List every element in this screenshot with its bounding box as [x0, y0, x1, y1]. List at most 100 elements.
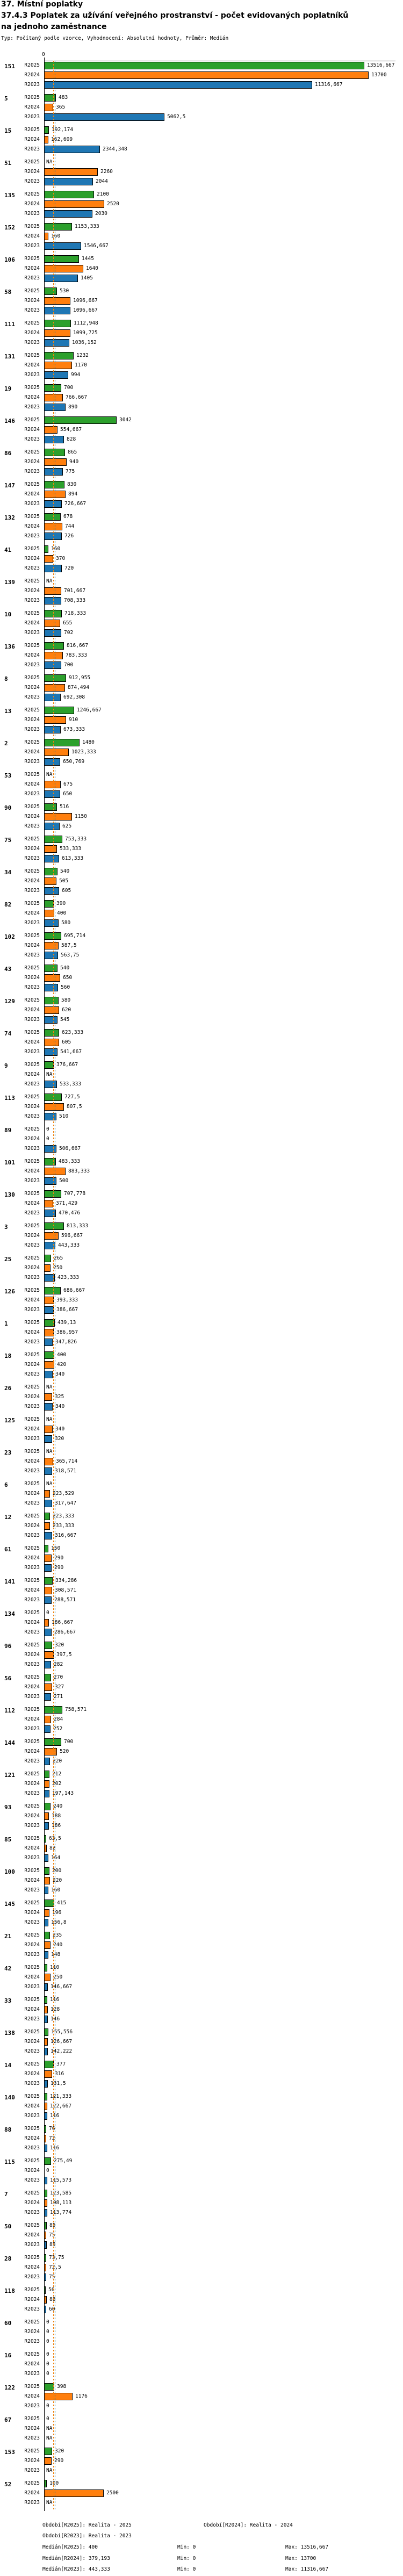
bar-value-label: 397,5	[56, 1652, 72, 1658]
row-label-r2024: R2024	[24, 556, 40, 562]
bar-r2023	[44, 1564, 52, 1572]
row-label-r2025: R2025	[24, 707, 40, 713]
row-label-r2023: R2023	[24, 2177, 40, 2183]
bar-r2025	[44, 2254, 46, 2262]
zero-tick-label: 0	[42, 52, 45, 57]
bar-value-label: 707,778	[64, 1191, 86, 1197]
bar-value-label: 142,222	[51, 2048, 73, 2054]
row-label-r2023: R2023	[24, 533, 40, 539]
bar-r2024	[44, 71, 369, 79]
row-label-r2025: R2025	[24, 2351, 40, 2357]
row-label-r2024: R2024	[24, 1426, 40, 1432]
bar-value-label: 758,571	[65, 1707, 87, 1712]
bar-value-label: 11316,667	[315, 82, 343, 88]
bar-r2023	[44, 952, 58, 959]
bar-value-label: 1150	[75, 814, 87, 819]
row-label-r2023: R2023	[24, 2145, 40, 2151]
row-label-r2025: R2025	[24, 159, 40, 165]
bar-r2023	[44, 1371, 53, 1378]
row-label-r2023: R2023	[24, 1436, 40, 1442]
row-label-r2024: R2024	[24, 394, 40, 400]
row-label-r2024: R2024	[24, 72, 40, 78]
bar-value-label: 766,667	[66, 394, 88, 400]
row-label-r2025: R2025	[24, 2416, 40, 2422]
row-label-r2023: R2023	[24, 726, 40, 732]
row-label-r2025: R2025	[24, 2287, 40, 2293]
row-label-r2023: R2023	[24, 1919, 40, 1925]
bar-value-label: 702	[64, 630, 74, 636]
row-label-r2024: R2024	[24, 846, 40, 852]
group-id-label: 19	[4, 385, 12, 392]
bar-r2023	[44, 242, 81, 250]
bar-r2024	[44, 1393, 52, 1401]
row-label-r2025: R2025	[24, 2480, 40, 2486]
bar-r2024	[44, 1426, 53, 1433]
row-label-r2025: R2025	[24, 1707, 40, 1712]
bar-r2023	[44, 2177, 47, 2184]
bar-zero-label: 0	[46, 2168, 49, 2174]
bar-value-label: 439,13	[57, 1320, 76, 1326]
group-id-label: 58	[4, 289, 12, 296]
group-id-label: 86	[4, 450, 12, 457]
bar-r2024	[44, 1522, 50, 1530]
bar-value-label: 530	[60, 288, 69, 294]
group-id-label: 106	[4, 256, 15, 263]
bar-r2025	[44, 384, 61, 392]
bar-value-label: 605	[62, 888, 71, 894]
bar-r2023	[44, 1693, 51, 1701]
bar-value-label: 240	[53, 1942, 63, 1948]
bar-r2024	[44, 1812, 49, 1820]
bar-r2023	[44, 2209, 47, 2217]
group-id-label: 15	[4, 127, 12, 134]
row-label-r2025: R2025	[24, 1159, 40, 1164]
bar-r2024	[44, 684, 65, 692]
median-line-r2024	[53, 61, 54, 2511]
row-label-r2025: R2025	[24, 2384, 40, 2390]
row-label-r2023: R2023	[24, 114, 40, 120]
row-label-r2023: R2023	[24, 823, 40, 829]
bar-value-label: 365,714	[56, 1458, 78, 1464]
row-label-r2023: R2023	[24, 630, 40, 636]
row-label-r2025: R2025	[24, 2255, 40, 2261]
bar-value-label: 678	[63, 514, 73, 520]
bar-value-label: 1546,667	[84, 243, 109, 249]
row-label-r2024: R2024	[24, 2361, 40, 2367]
group-id-label: 6	[4, 1481, 8, 1488]
group-id-label: 146	[4, 418, 15, 424]
bar-value-label: 1023,333	[71, 749, 96, 755]
row-label-r2024: R2024	[24, 2071, 40, 2077]
bar-value-label: 340	[55, 1371, 65, 1377]
bar-zero-label: 0	[46, 2338, 49, 2344]
bar-na-label: NA	[46, 2500, 53, 2506]
legend-median-r2024: Medián[R2024]: 379,193	[42, 2556, 110, 2561]
bar-value-label: 3042	[119, 417, 132, 423]
row-label-r2023: R2023	[24, 1500, 40, 1506]
row-label-r2023: R2023	[24, 2274, 40, 2280]
bar-value-label: 116	[50, 2112, 59, 2120]
row-label-r2023: R2023	[24, 1178, 40, 1184]
bar-r2025	[44, 1545, 48, 1552]
bar-r2024	[44, 813, 72, 821]
row-label-r2025: R2025	[24, 2158, 40, 2164]
bar-value-label: 325	[55, 1394, 64, 1400]
bar-r2025	[44, 739, 80, 746]
row-label-r2024: R2024	[24, 2426, 40, 2431]
group-id-label: 90	[4, 804, 12, 811]
bar-r2023	[44, 1274, 55, 1282]
group-id-label: 13	[4, 708, 12, 715]
row-label-r2025: R2025	[24, 2448, 40, 2454]
bar-r2025	[44, 900, 54, 908]
bar-value-label: 540	[60, 868, 70, 874]
bar-na-label: NA	[46, 2426, 53, 2431]
bar-r2025	[44, 2480, 47, 2487]
bar-r2024	[44, 2038, 48, 2046]
group-id-label: 130	[4, 1191, 15, 1198]
bar-r2023	[44, 371, 68, 379]
row-label-r2025: R2025	[24, 546, 40, 552]
row-label-r2024: R2024	[24, 1394, 40, 1400]
bar-value-label: 613,333	[62, 855, 84, 861]
row-label-r2024: R2024	[24, 523, 40, 529]
row-label-r2025: R2025	[24, 933, 40, 939]
bar-value-label: 235	[53, 1932, 62, 1938]
